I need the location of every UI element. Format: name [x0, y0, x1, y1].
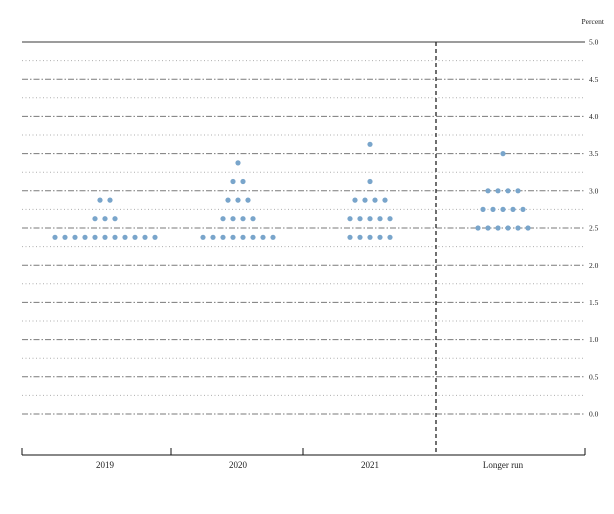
dot-2019-2.375: [112, 234, 118, 240]
ytick-label-2.0: 2.0: [589, 261, 599, 270]
dot-2020-2.375: [240, 234, 246, 240]
dot-2019-2.625: [102, 216, 108, 222]
dot-2021-2.625: [347, 216, 353, 222]
dot-longer-run-2.5: [485, 225, 491, 231]
category-label-2020: 2020: [229, 460, 248, 470]
dot-longer-run-3.5: [500, 151, 506, 157]
dot-2019-2.375: [102, 234, 108, 240]
dot-2019-2.875: [107, 197, 113, 203]
dot-2021-2.625: [387, 216, 393, 222]
ytick-label-0.0: 0.0: [589, 410, 599, 419]
ytick-label-2.5: 2.5: [589, 224, 599, 233]
ytick-label-0.5: 0.5: [589, 372, 599, 381]
dot-2021-2.875: [362, 197, 368, 203]
dot-2021-2.625: [377, 216, 383, 222]
dot-2021-3.125: [367, 178, 373, 185]
dot-longer-run-3: [485, 188, 491, 194]
dot-2019-2.375: [72, 234, 78, 240]
dot-2020-2.875: [235, 197, 241, 203]
ytick-label-3.0: 3.0: [589, 186, 599, 195]
dot-2019-2.375: [142, 234, 148, 240]
x-axis: 2019 2020 2021 Longer run: [21, 448, 586, 470]
dot-longer-run-2.5: [495, 225, 501, 231]
dot-longer-run-2.5: [525, 225, 531, 231]
dot-longer-run-3: [505, 188, 511, 194]
dot-2020-2.625: [230, 216, 236, 222]
dot-2020-2.625: [220, 216, 226, 222]
dot-2019-2.875: [97, 197, 103, 203]
y-axis-labels: 5.0 4.5 4.0 3.5 3.0 2.5 2.0 1.5 1.0 0.5 0.0: [589, 38, 599, 419]
dot-2019-2.375: [62, 234, 68, 240]
y-axis-unit-label: Percent: [582, 17, 605, 26]
dot-2019-2.625: [112, 216, 118, 222]
dot-longer-run-3: [495, 188, 501, 194]
ytick-label-3.5: 3.5: [589, 149, 599, 158]
dot-2020-2.375: [200, 234, 206, 240]
dot-2021-2.875: [352, 197, 358, 203]
dot-2021-2.375: [387, 234, 393, 240]
dot-longer-run-2.5: [505, 225, 511, 231]
dot-2019-2.375: [82, 234, 88, 240]
category-label-2021: 2021: [361, 460, 379, 470]
dot-longer-run-2.75: [520, 206, 526, 212]
dot-2019-2.625: [92, 216, 98, 222]
dot-longer-run-2.5: [475, 225, 481, 231]
dot-2020-3.125: [240, 178, 246, 185]
dot-2020-2.625: [250, 216, 256, 222]
dot-2020-3.125: [230, 178, 236, 185]
dot-2021-2.625: [367, 216, 373, 222]
dot-2020-2.875: [245, 197, 251, 203]
dot-2021-2.375: [347, 234, 353, 240]
dot-2020-2.375: [230, 234, 236, 240]
category-label-2019: 2019: [96, 460, 115, 470]
dot-2020-2.375: [250, 234, 256, 240]
dot-2021-2.875: [382, 197, 388, 203]
dot-2021-3.625: [367, 141, 373, 147]
dot-2019-2.375: [92, 234, 98, 240]
dot-2020-2.375: [220, 234, 226, 240]
category-label-longer-run: Longer run: [483, 460, 524, 470]
dot-2020-3.375: [235, 160, 241, 166]
ytick-label-4.0: 4.0: [589, 112, 599, 121]
dot-2019-2.375: [122, 234, 128, 240]
dot-2021-2.375: [367, 234, 373, 240]
dot-2020-2.375: [210, 234, 216, 240]
ytick-label-1.5: 1.5: [589, 298, 599, 307]
dot-2021-2.625: [357, 216, 363, 222]
dot-2021-2.375: [357, 234, 363, 240]
dot-2020-2.875: [225, 197, 231, 203]
dot-longer-run-2.75: [500, 206, 506, 212]
dot-longer-run-2.5: [515, 225, 521, 231]
projection-dots: [52, 141, 531, 240]
dot-2019-2.375: [132, 234, 138, 240]
dot-2020-2.375: [270, 234, 276, 240]
dot-2020-2.625: [240, 216, 246, 222]
dot-longer-run-3: [515, 188, 521, 194]
ytick-label-5.0: 5.0: [589, 38, 599, 47]
dot-2020-2.375: [260, 234, 266, 240]
dot-2019-2.375: [152, 234, 158, 240]
ytick-label-4.5: 4.5: [589, 75, 599, 84]
dot-2019-2.375: [52, 234, 58, 240]
dot-2021-2.875: [372, 197, 378, 203]
dot-longer-run-2.75: [490, 206, 496, 212]
dot-longer-run-2.75: [510, 206, 516, 212]
dot-longer-run-2.75: [480, 206, 486, 212]
ytick-label-1.0: 1.0: [589, 335, 599, 344]
dot-2021-2.375: [377, 234, 383, 240]
